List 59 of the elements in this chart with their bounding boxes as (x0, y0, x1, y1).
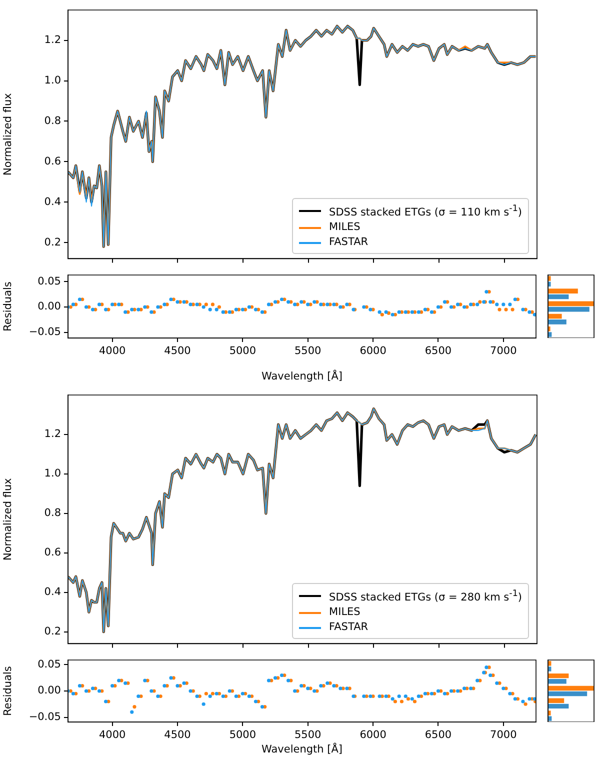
bar (548, 686, 594, 691)
y-axis-title: Normalized flux (2, 93, 14, 176)
x-tick-label: 4000 (98, 345, 126, 358)
x-axis-title: Wavelength [Å] (261, 742, 343, 756)
y-tick-label: 0.8 (44, 114, 61, 127)
y-tick-label: 0.2 (44, 626, 61, 638)
y-tick-label: 0.00 (38, 300, 61, 313)
y-tick-label: 0.05 (38, 275, 61, 288)
x-tick-label: 7000 (490, 345, 517, 358)
x-tick-label: 4500 (164, 729, 191, 742)
y-axis-title: Residuals (2, 666, 14, 716)
legend-label: SDSS stacked ETGs (σ = 110 km s$^{-1}$) (329, 202, 522, 220)
x-tick-label: 5000 (229, 729, 256, 742)
legend-label: SDSS stacked ETGs (σ = 280 km s$^{-1}$) (329, 588, 522, 605)
x-tick-label: 4500 (164, 345, 191, 358)
x-tick-label: 7000 (490, 729, 517, 742)
bar (548, 673, 569, 678)
bar (548, 314, 562, 319)
legend-label: MILES (329, 605, 360, 620)
y-tick-label: 1.0 (44, 468, 61, 480)
y-tick-label: 1.2 (44, 34, 61, 46)
bar (548, 306, 590, 312)
x-axis-title: Wavelength [Å] (261, 369, 343, 382)
y-tick-label: −0.05 (28, 326, 61, 338)
x-tick-label: 4000 (98, 729, 126, 742)
y-axis-title: Normalized flux (2, 478, 14, 561)
y-tick-label: 1.2 (44, 428, 61, 440)
legend-label: MILES (329, 220, 360, 235)
x-tick-label: 6500 (424, 729, 452, 742)
bar (548, 294, 569, 300)
y-tick-label: −0.05 (28, 711, 61, 724)
y-axis-title: Residuals (2, 282, 14, 332)
y-tick-label: 0.6 (44, 546, 62, 559)
x-tick-label: 5000 (229, 345, 256, 358)
bar (548, 691, 588, 696)
bar (548, 320, 566, 324)
y-tick-label: 0.4 (44, 196, 62, 208)
y-tick-label: 0.6 (44, 155, 62, 168)
x-tick-label: 6500 (424, 345, 452, 358)
x-tick-label: 5500 (294, 345, 322, 358)
y-tick-label: 0.05 (38, 658, 61, 670)
y-tick-label: 1.0 (44, 74, 61, 87)
bar (548, 276, 551, 281)
y-tick-label: 0.8 (44, 507, 61, 520)
y-tick-label: 0.00 (38, 684, 61, 697)
y-tick-label: 0.4 (44, 586, 62, 598)
legend-label: FASTAR (329, 620, 368, 635)
bar (548, 679, 566, 684)
x-tick-label: 5500 (294, 729, 322, 742)
bar (548, 288, 578, 294)
bar (548, 282, 551, 287)
x-tick-label: 6000 (360, 729, 386, 742)
bar (548, 301, 594, 306)
bar (548, 704, 569, 709)
bar (548, 710, 551, 716)
x-tick-label: 6000 (360, 345, 386, 358)
legend-label: FASTAR (329, 235, 368, 250)
y-tick-label: 0.2 (44, 236, 61, 248)
bar (548, 698, 564, 703)
